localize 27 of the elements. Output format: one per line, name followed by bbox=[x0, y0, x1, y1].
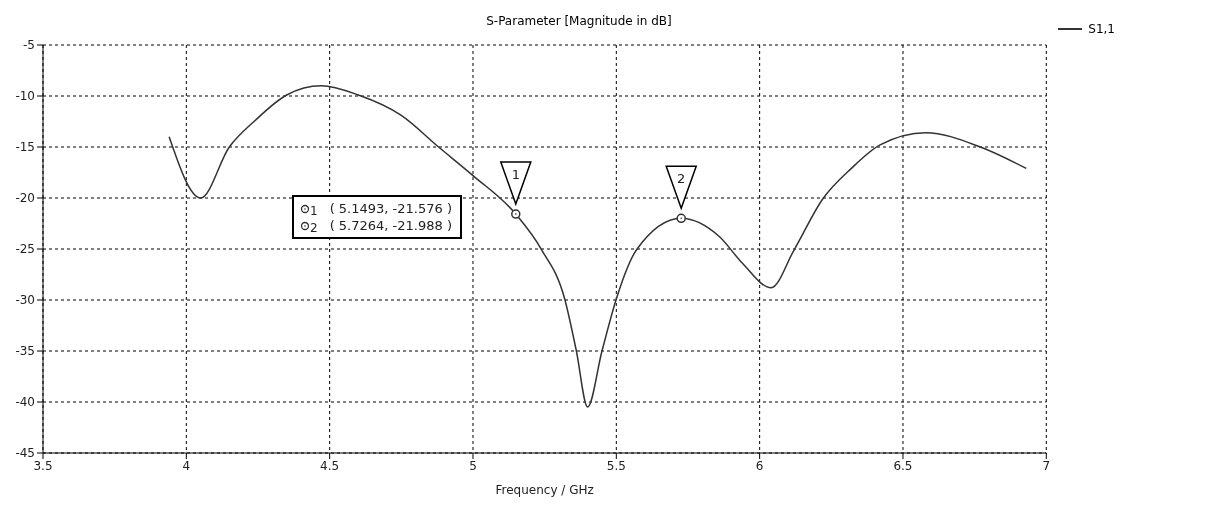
x-tick-label: 6 bbox=[755, 458, 764, 473]
legend-label: S1,1 bbox=[1088, 22, 1115, 36]
x-axis-title: Frequency / GHz bbox=[495, 483, 594, 497]
y-tick-label: -5 bbox=[23, 38, 35, 53]
x-tick-label: 3.5 bbox=[33, 458, 53, 473]
x-tick-label: 6.5 bbox=[893, 458, 913, 473]
text: 1 bbox=[310, 204, 318, 218]
y-tick-label: -25 bbox=[15, 242, 35, 257]
x-tick-label: 4 bbox=[182, 458, 191, 473]
y-tick-label: -15 bbox=[15, 140, 35, 155]
annotation: ( 5.7264, -21.988 ) bbox=[328, 217, 452, 234]
x-tick-label: 5.5 bbox=[606, 458, 626, 473]
line-series bbox=[168, 85, 1027, 408]
y-tick-label: -40 bbox=[15, 395, 35, 410]
y-tick-label: -45 bbox=[15, 446, 35, 461]
y-tick-label: -30 bbox=[15, 293, 35, 308]
y-tick-label: -20 bbox=[15, 191, 35, 206]
y-tick-label: -10 bbox=[15, 89, 35, 104]
x-tick-label: 4.5 bbox=[320, 458, 340, 473]
text: 2 bbox=[310, 221, 318, 235]
x-tick-label: 5 bbox=[469, 458, 477, 473]
x-tick-label: 7 bbox=[1042, 458, 1051, 473]
y-tick-label: -35 bbox=[15, 344, 35, 359]
chart-title: S-Parameter [Magnitude in dB] bbox=[486, 14, 672, 28]
annotation: 1 bbox=[511, 167, 520, 183]
annotation: 2 bbox=[677, 171, 686, 187]
annotation: ( 5.1493, -21.576 ) bbox=[328, 200, 452, 217]
